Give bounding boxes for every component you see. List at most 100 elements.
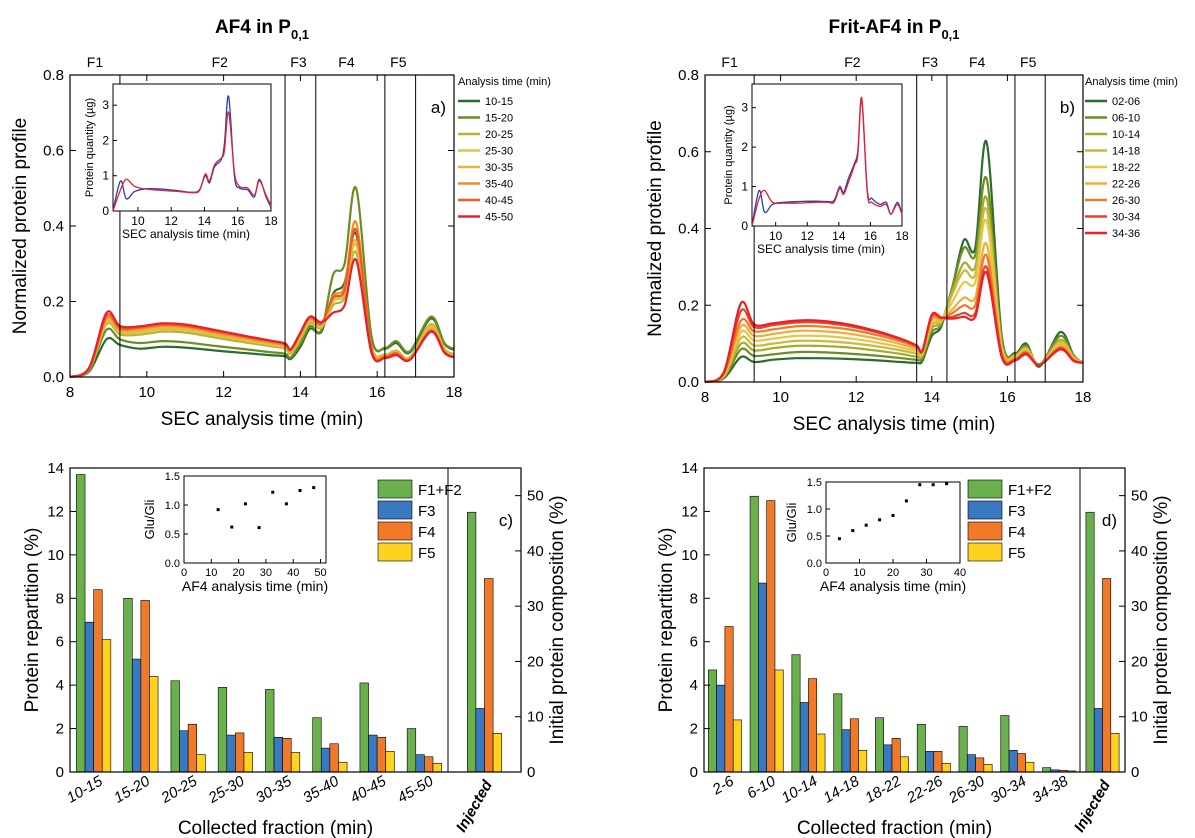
legend-swatch-F5 [967, 542, 1003, 562]
bar-F5-35-40 [338, 761, 348, 773]
series-line-45-50 [69, 258, 455, 379]
bar-F3-40-45 [368, 734, 378, 773]
series-line-20-25 [69, 250, 455, 379]
bar-F4-14-18 [849, 718, 859, 773]
series-line-10-15 [69, 231, 455, 379]
legend-label: F4 [1008, 524, 1026, 541]
bar-F4-22-26 [933, 751, 943, 773]
y2-tick-label: 20 [527, 653, 544, 670]
category-label: 22-26 [903, 772, 946, 807]
inset-x-tick-label: 40 [954, 567, 966, 579]
bar-F4-18-22 [891, 738, 901, 773]
inset-x-tick-label: 12 [801, 229, 815, 243]
bar-F4-40-45 [376, 736, 387, 773]
series-line-26-30 [704, 253, 1084, 384]
legend-label: F3 [1008, 503, 1026, 520]
bar-F5-20-25 [196, 754, 206, 773]
fraction-label: F2 [844, 54, 861, 70]
inset-x-axis-label: SEC analysis time (min) [122, 227, 250, 241]
y-tick-label: 8 [690, 590, 698, 607]
inset-y-tick-label: 1 [741, 180, 748, 194]
inset-chart: 0 10 20 30 40 0.0 0.5 1.0 1.5 AF4 analysis time (… [784, 477, 966, 594]
inset-y-axis-label: Protein quantity (µg) [723, 105, 735, 204]
fraction-label: F2 [212, 54, 229, 70]
x-tick-label: 12 [848, 389, 865, 406]
y-tick-label: 6 [56, 634, 64, 651]
x-tick-label: 18 [446, 384, 463, 401]
legend-label: F5 [418, 545, 436, 562]
legend-label: 40-45 [485, 195, 513, 207]
fraction-label: F5 [390, 54, 407, 70]
y-tick-label: 4 [690, 677, 698, 694]
inset-scatter-point [918, 483, 922, 487]
y-tick-label: 14 [47, 460, 64, 477]
inset-y-tick-label: 0.5 [807, 531, 822, 543]
bar-F5-2-6 [732, 719, 742, 773]
x-tick-label: 14 [923, 389, 940, 406]
bar-injected-F3 [475, 708, 485, 773]
y-tick-label: 14 [681, 460, 698, 477]
legend-label: 10-15 [485, 96, 513, 108]
inset-scatter-point [216, 508, 220, 512]
panel-c: 10-15 15-20 20-25 25-30 30-35 35-40 40-45 45-50… [22, 460, 568, 838]
x-tick-label: 18 [1075, 389, 1092, 406]
category-label: 30-35 [253, 772, 295, 806]
y-tick-label: 10 [681, 547, 698, 564]
bar-F4-6-10 [766, 500, 776, 773]
category-label: 34-38 [1029, 772, 1071, 806]
legend-swatch-F4 [967, 521, 1003, 541]
x-tick-label: 10 [772, 389, 789, 406]
chart-title: AF4 in P0,1 [215, 17, 309, 42]
legend-label: 15-20 [485, 113, 513, 125]
inset-x-tick-label: 16 [231, 214, 245, 228]
inset-scatter-point [891, 513, 895, 517]
bar-F5-18-22 [899, 756, 909, 773]
bar-F3-45-50 [415, 754, 425, 773]
inset-x-tick-label: 14 [198, 214, 212, 228]
bar-F3-25-30 [226, 734, 236, 773]
category-label: 2-6 [709, 772, 738, 798]
inset-y-tick-label: 3 [102, 98, 109, 112]
bar-F3-20-25 [179, 730, 189, 773]
y-tick-label: 0.0 [43, 369, 64, 386]
bar-F1+F2-40-45 [359, 682, 369, 773]
panel-label: b) [1060, 98, 1075, 117]
y-tick-label: 0.6 [678, 144, 699, 161]
bar-F3-6-10 [758, 582, 767, 773]
inset-y-tick-label: 0 [102, 204, 109, 218]
fraction-label: F1 [721, 54, 738, 70]
panel-a: AF4 in P0,1F1 F2 F3 F4 F58 10 12 14 16 180.00.20.… [10, 17, 551, 430]
bar-F5-26-30 [983, 764, 993, 773]
panel-label: d) [1102, 511, 1117, 530]
bar-F1+F2-34-38 [1042, 767, 1052, 773]
bar-F3-10-14 [799, 702, 809, 773]
legend-label: 34-36 [1112, 228, 1140, 240]
category-label: 20-25 [158, 772, 201, 807]
inset-y-tick-label: 1.0 [165, 500, 180, 512]
inset-x-axis-label: SEC analysis time (min) [757, 242, 885, 256]
y-tick-label: 12 [681, 503, 698, 520]
y-axis-label: Protein repartition (%) [22, 528, 43, 713]
inset-scatter-point [284, 502, 288, 506]
bar-injected-F4 [1102, 578, 1112, 773]
x-tick-label: 10 [138, 384, 155, 401]
legend-swatch-F3 [377, 500, 413, 520]
inset-x-tick-label: 18 [895, 229, 909, 243]
y-tick-label: 0.6 [43, 143, 64, 160]
legend-label: 22-26 [1112, 179, 1140, 191]
bar-F4-2-6 [724, 626, 734, 773]
bar-F4-35-40 [329, 743, 339, 773]
legend: Analysis time (min) 10-15 15-20 20-25 25-30 3… [458, 76, 551, 224]
bar-F5-6-10 [774, 669, 784, 773]
inset-scatter-point [878, 518, 882, 522]
bar-F1+F2-10-15 [76, 474, 86, 773]
inset-y-tick-label: 2 [102, 133, 109, 147]
category-label: 25-30 [205, 772, 248, 807]
bar-injected-F5 [492, 733, 503, 773]
bar-F5-40-45 [385, 751, 395, 773]
inset-x-tick-label: 10 [853, 567, 865, 579]
legend-label: 20-25 [485, 129, 513, 141]
bar-F1+F2-10-14 [791, 654, 801, 773]
legend-label: 26-30 [1112, 195, 1140, 207]
